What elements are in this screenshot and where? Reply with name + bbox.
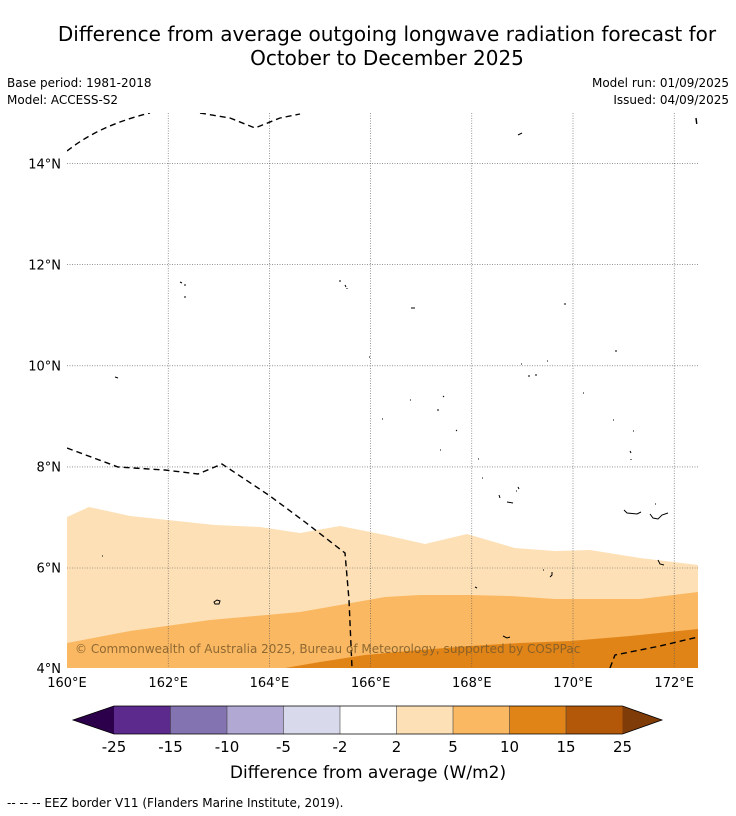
- colorbar-ticks: -25 -15 -10 -5 -2 2 5 10 15 25: [102, 738, 632, 756]
- lon-tick-label: 168°E: [452, 676, 492, 691]
- eez-borders: [67, 113, 698, 668]
- colorbar-tick-label: 10: [500, 738, 519, 756]
- issued-date: Issued: 04/09/2025: [613, 93, 729, 107]
- lon-tick-label: 162°E: [148, 676, 188, 691]
- colorbar-tick-label: -15: [158, 738, 183, 756]
- colorbar-segment: [114, 706, 171, 734]
- chart-title: Difference from average outgoing longwav…: [0, 22, 736, 70]
- colorbar-segment: [396, 706, 453, 734]
- lon-tick-label: 170°E: [553, 676, 593, 691]
- colorbar-tick-label: -5: [276, 738, 291, 756]
- colorbar-tick-label: -10: [215, 738, 240, 756]
- colorbar-segment: [340, 706, 397, 734]
- colorbar-segment: [170, 706, 227, 734]
- colorbar-tick-label: 15: [556, 738, 575, 756]
- colorbar-tick-label: 2: [392, 738, 402, 756]
- title-line-2: October to December 2025: [250, 46, 524, 70]
- colorbar-outline: [71, 705, 664, 735]
- longitude-axis: 160°E 162°E 164°E 166°E 168°E 170°E 172°…: [47, 676, 694, 691]
- colorbar-min-extension: [73, 706, 114, 734]
- colorbar-segment: [227, 706, 284, 734]
- colorbar-tick-label: 5: [448, 738, 458, 756]
- copyright-watermark: © Commonwealth of Australia 2025, Bureau…: [75, 642, 580, 656]
- colorbar-label: Difference from average (W/m2): [230, 763, 506, 783]
- colorbar-tick-label: -25: [102, 738, 127, 756]
- colorbar-segment: [566, 706, 623, 734]
- title-line-1: Difference from average outgoing longwav…: [57, 22, 717, 46]
- latitude-axis: 4°N 6°N 8°N 10°N 12°N 14°N: [28, 158, 61, 678]
- base-period: Base period: 1981-2018: [7, 76, 152, 90]
- islands: [102, 132, 669, 639]
- eez-footnote: -- -- -- EEZ border V11 (Flanders Marine…: [7, 796, 344, 810]
- colorbar: -25 -15 -10 -5 -2 2 5 10 15 25 Differenc…: [71, 705, 664, 783]
- lon-tick-label: 172°E: [654, 676, 694, 691]
- gridlines: [67, 113, 698, 668]
- map-area: © Commonwealth of Australia 2025, Bureau…: [67, 113, 698, 668]
- lon-tick-label: 164°E: [250, 676, 290, 691]
- metadata-left: Base period: 1981-2018 Model: ACCESS-S2: [7, 75, 152, 109]
- model-run: Model run: 01/09/2025: [591, 76, 729, 90]
- lat-tick-label: 6°N: [37, 562, 62, 577]
- colorbar-segment: [283, 706, 340, 734]
- lat-tick-label: 8°N: [37, 461, 62, 476]
- colorbar-tick-label: -2: [333, 738, 348, 756]
- anomaly-band-10-15: [285, 629, 698, 668]
- lat-tick-label: 14°N: [28, 158, 61, 173]
- colorbar-segment: [453, 706, 510, 734]
- lon-tick-label: 166°E: [351, 676, 391, 691]
- colorbar-tick-label: 25: [613, 738, 632, 756]
- colorbar-segment: [509, 706, 566, 734]
- lat-tick-label: 10°N: [28, 360, 61, 375]
- metadata-right: Model run: 01/09/2025 Issued: 04/09/2025: [592, 75, 729, 109]
- model-name: Model: ACCESS-S2: [7, 93, 119, 107]
- colorbar-max-extension: [622, 706, 662, 734]
- lat-tick-label: 12°N: [28, 259, 61, 274]
- lat-tick-label: 4°N: [37, 662, 62, 677]
- lon-tick-label: 160°E: [47, 676, 87, 691]
- colorbar-dividers: [170, 706, 567, 734]
